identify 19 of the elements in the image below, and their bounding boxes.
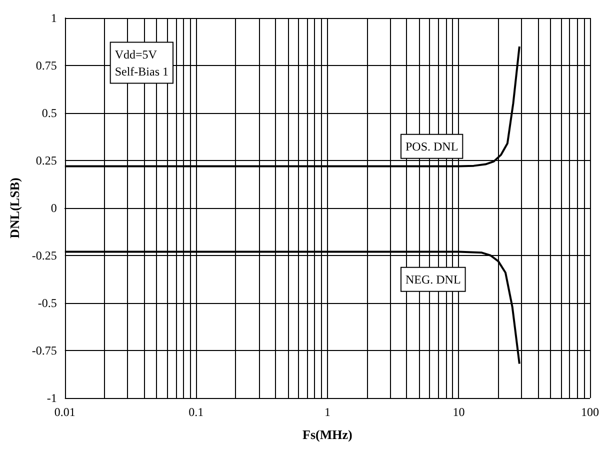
y-tick-label: 0.5 [42, 106, 57, 120]
y-tick-label: 1 [50, 11, 57, 25]
series-label: POS. DNL [405, 139, 458, 154]
y-axis-title: DNL(LSB) [7, 178, 22, 238]
y-tick-label: -0.75 [32, 344, 57, 358]
y-tick-label: -1 [46, 391, 57, 405]
x-tick-label: 10 [452, 405, 465, 419]
y-tick-label: 0.75 [36, 58, 57, 72]
x-tick-label: 0.01 [54, 405, 76, 419]
x-axis-title: Fs(MHz) [302, 427, 352, 442]
y-tick-label: 0.25 [36, 154, 57, 168]
annotation: Vdd=5V Self-Bias 1 [114, 47, 169, 78]
x-tick-label: 0.1 [188, 405, 204, 419]
y-tick-label: -0.5 [38, 296, 57, 310]
x-tick-label: 100 [581, 405, 599, 419]
y-tick-label: -0.25 [32, 248, 57, 262]
series-label: NEG. DNL [405, 272, 461, 286]
y-tick-label: 0 [50, 201, 57, 215]
x-tick-label: 1 [324, 405, 330, 419]
